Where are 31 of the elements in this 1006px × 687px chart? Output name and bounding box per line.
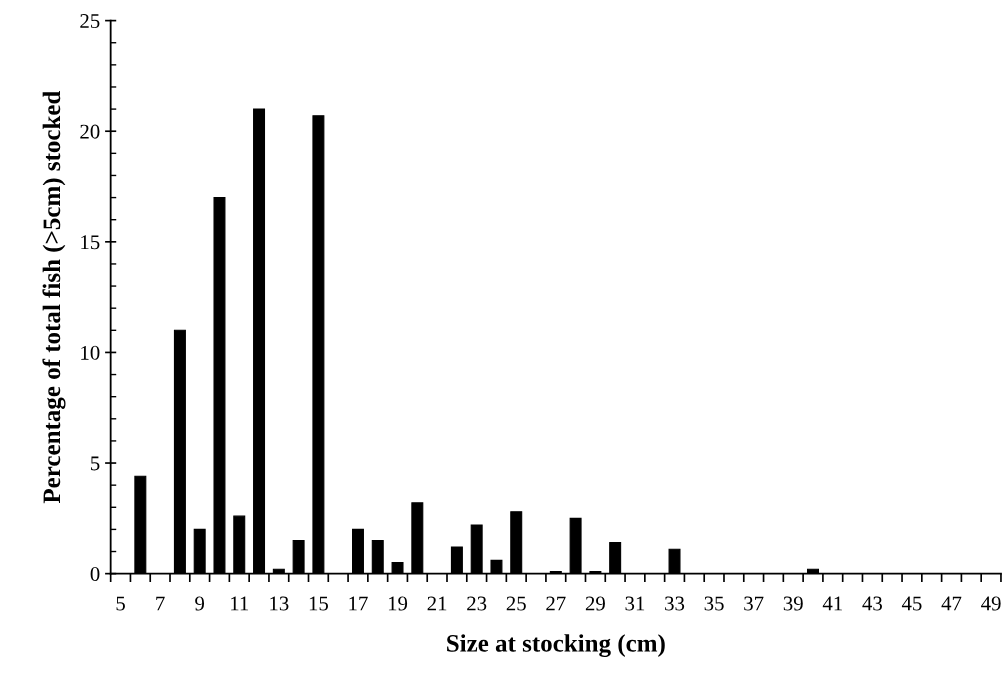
x-tick-label: 39 [783,596,803,611]
x-tick-label: 15 [309,596,328,611]
y-tick-label: 5 [91,456,100,471]
y-tick-label: 15 [81,235,100,250]
x-tick-label: 21 [427,596,447,611]
y-tick-label: 10 [81,345,100,360]
x-tick-label: 31 [625,596,645,611]
x-tick-label: 5 [116,596,125,611]
x-axis-title: Size at stocking (cm) [447,634,665,658]
x-tick-label: 13 [270,596,289,611]
x-tick-label: 41 [822,596,842,611]
x-tick-label: 43 [862,596,882,611]
x-tick-label: 27 [546,596,566,611]
x-tick-label: 33 [665,596,685,611]
x-tick-label: 45 [901,596,922,611]
x-tick-label: 49 [981,596,1001,611]
y-tick-label: 0 [90,567,100,582]
y-tick-label: 25 [80,14,100,29]
x-tick-label: 19 [388,596,408,611]
x-tick-label: 35 [704,596,724,611]
x-tick-label: 9 [195,596,205,611]
y-axis-title: Percentage of total fish (>5cm) stocked [42,90,66,504]
x-tick-label: 29 [585,596,605,611]
y-tick-label: 20 [80,124,100,139]
x-tick-label: 47 [941,596,962,611]
x-tick-label: 17 [349,596,368,611]
x-tick-label: 37 [744,596,764,611]
x-tick-label: 25 [506,596,526,611]
x-tick-label: 7 [156,596,165,611]
x-tick-label: 11 [231,596,249,611]
x-tick-label: 23 [467,596,487,611]
